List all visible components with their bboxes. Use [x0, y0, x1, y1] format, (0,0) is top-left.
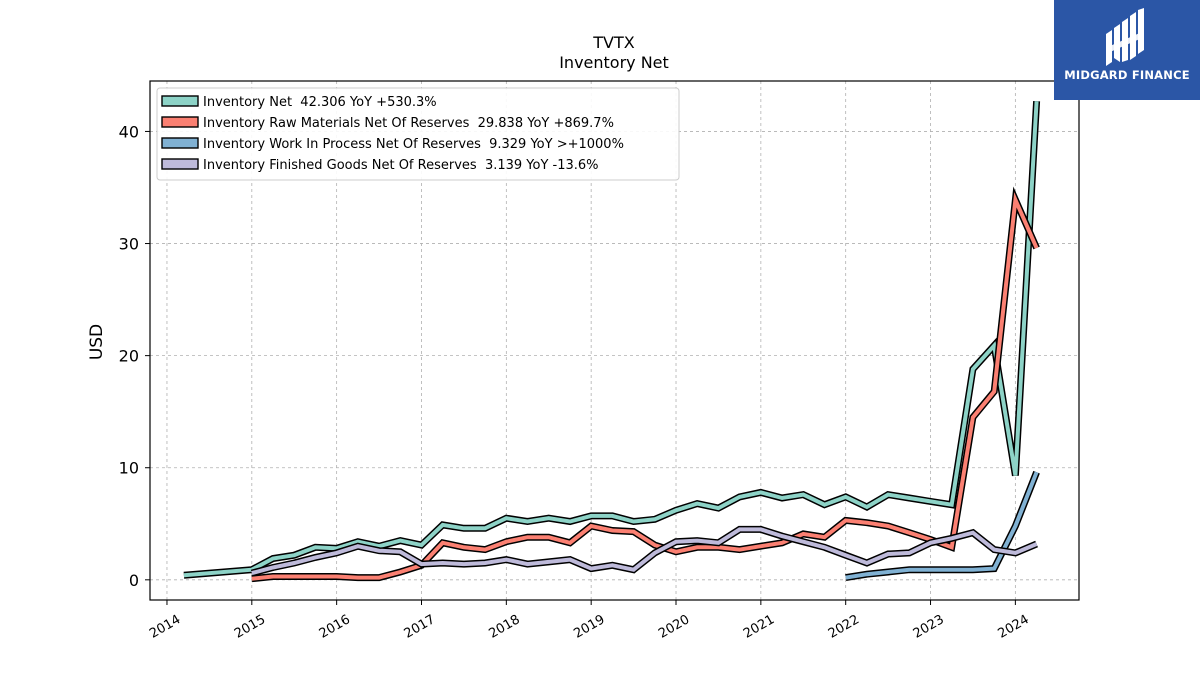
series-line-2: [845, 471, 1039, 580]
y-tick-label: 30: [119, 235, 139, 254]
x-tick-label: 2019: [571, 612, 607, 642]
y-tick-label: 20: [119, 347, 139, 366]
legend-label: Inventory Work In Process Net Of Reserve…: [203, 137, 624, 152]
y-tick-label: 40: [119, 122, 139, 141]
legend: Inventory Net 42.306 YoY +530.3% Inventor…: [156, 87, 680, 181]
brand-logo: MIDGARD FINANCE: [1054, 0, 1200, 100]
x-tick-label: 2021: [741, 612, 777, 642]
x-tick-label: 2022: [826, 612, 862, 642]
series-line-3: [251, 527, 1038, 576]
x-axis-ticks: 2014 2015 2016 2017 2018 2019 2020 2021 2022 2023…: [147, 600, 1032, 642]
legend-swatch: [161, 158, 199, 170]
series-lines: [183, 101, 1041, 583]
x-tick-label: 2023: [911, 612, 947, 642]
chart-title: TVTX: [592, 33, 634, 52]
midgard-logo-icon: [1106, 8, 1144, 66]
legend-label: Inventory Raw Materials Net Of Reserves …: [203, 116, 614, 131]
brand-name: MIDGARD FINANCE: [1064, 68, 1190, 82]
y-axis-ticks: 0 10 20 30 40: [119, 122, 150, 590]
x-tick-label: 2024: [996, 612, 1032, 642]
legend-label: Inventory Finished Goods Net Of Reserves…: [203, 158, 599, 173]
plot-frame: [149, 80, 1080, 601]
x-tick-label: 2016: [317, 612, 353, 642]
series-line-0: [183, 101, 1039, 578]
x-tick-label: 2017: [402, 612, 438, 642]
x-tick-label: 2018: [486, 612, 522, 642]
x-tick-label: 2015: [232, 612, 268, 642]
legend-swatch: [161, 116, 199, 128]
y-tick-label: 10: [119, 459, 139, 478]
legend-swatch: [161, 137, 199, 149]
series-line-1: [251, 192, 1039, 581]
legend-label: Inventory Net 42.306 YoY +530.3%: [203, 95, 437, 110]
x-tick-label: 2014: [147, 612, 183, 642]
x-tick-label: 2020: [656, 612, 692, 642]
y-axis-label: USD: [87, 324, 107, 360]
y-tick-label: 0: [129, 571, 139, 590]
legend-swatch: [161, 95, 199, 107]
legend-box: [156, 87, 680, 181]
chart-subtitle: Inventory Net: [559, 53, 669, 72]
